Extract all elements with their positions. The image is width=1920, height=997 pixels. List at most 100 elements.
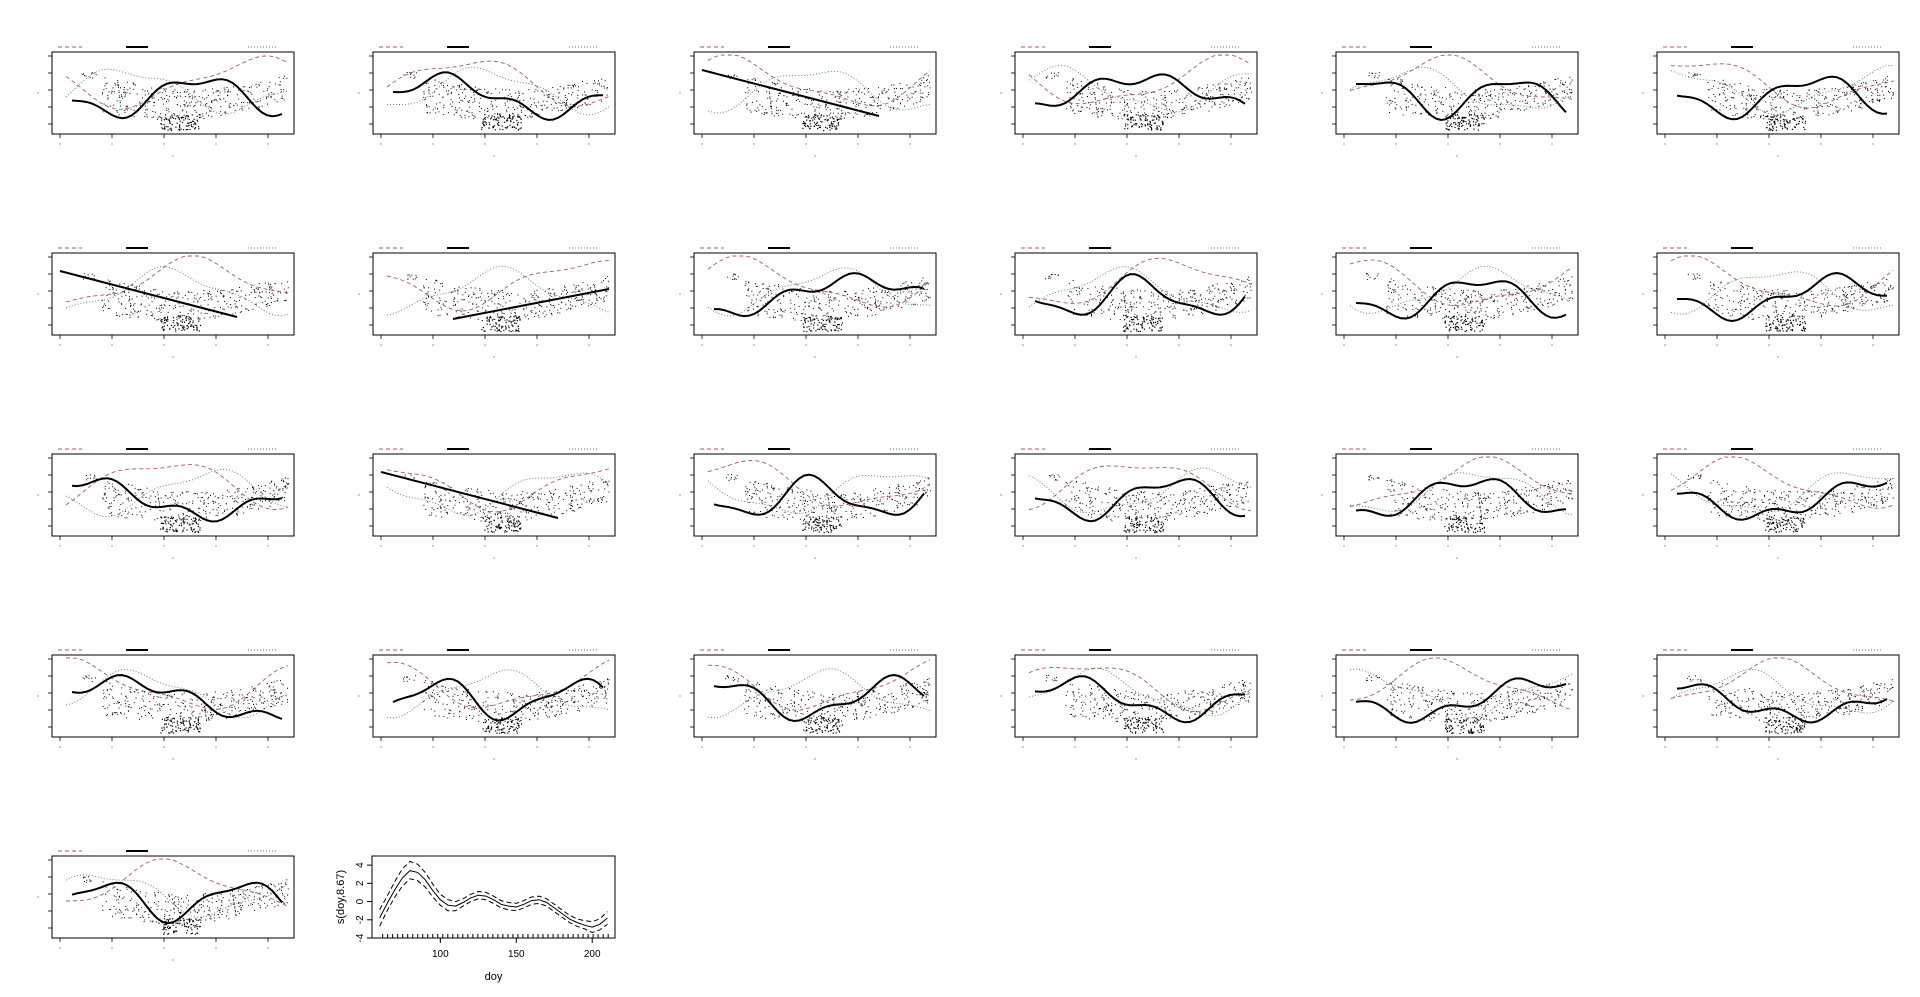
- panel-x-tick-label: [1872, 545, 1874, 547]
- panel-x-tick-label: [59, 545, 61, 547]
- panel-x-tick-label: [1074, 746, 1076, 748]
- panel-x-tick-label: [536, 143, 538, 145]
- panel-x-tick-label: [1343, 746, 1345, 748]
- panel-x-label: [814, 557, 816, 559]
- smooth-panel: [679, 247, 937, 358]
- panel-points: [1687, 675, 1894, 735]
- panel-frame: [372, 453, 616, 537]
- panel-frame: [1014, 51, 1258, 135]
- panel-smooth-curve: [1034, 273, 1246, 316]
- panel-band-dashed: [1670, 456, 1894, 509]
- panel-band-dotted: [386, 669, 610, 719]
- panel-x-tick-label: [588, 344, 590, 346]
- panel-x-label: [172, 356, 174, 358]
- panel-band-dashed: [65, 255, 289, 303]
- panel-x-tick-label: [1178, 545, 1180, 547]
- panel-x-tick-label: [1820, 143, 1822, 145]
- panel-x-tick-label: [432, 545, 434, 547]
- panel-points: [725, 675, 931, 734]
- panel-smooth-curve: [71, 674, 283, 720]
- doy-confidence-line: [379, 860, 608, 923]
- panel-smooth-curve: [713, 473, 925, 516]
- smooth-panel: [1000, 247, 1258, 358]
- panel-x-tick-label: [215, 947, 217, 949]
- panel-smooth-curve: [1355, 478, 1567, 517]
- panel-x-tick-label: [1664, 545, 1666, 547]
- panel-smooth-curve: [392, 71, 603, 121]
- panel-x-label: [1135, 356, 1137, 358]
- panel-x-tick-label: [1074, 143, 1076, 145]
- panel-frame: [51, 51, 295, 135]
- doy-y-tick-label: 0: [355, 898, 366, 904]
- panel-frame: [1014, 654, 1258, 738]
- panel-x-tick-label: [1395, 344, 1397, 346]
- panel-x-tick-label: [1447, 143, 1449, 145]
- panel-smooth-curve: [1355, 280, 1567, 320]
- doy-x-axis-label: doy: [485, 971, 503, 983]
- panel-band-dotted: [1670, 668, 1894, 714]
- panel-frame: [1014, 252, 1258, 336]
- panel-band-dashed: [65, 55, 289, 110]
- panel-frame: [1335, 654, 1579, 738]
- panel-smooth-curve: [71, 78, 283, 120]
- panel-y-label: [1000, 293, 1002, 295]
- panel-points: [1366, 273, 1573, 332]
- doy-confidence-line: [379, 878, 608, 934]
- panel-band-dotted: [65, 468, 289, 518]
- smooth-panel: [1642, 247, 1900, 358]
- panel-x-tick-label: [1551, 143, 1553, 145]
- panel-x-label: [1777, 758, 1779, 760]
- doy-y-tick-label: 4: [355, 862, 366, 868]
- panel-x-label: [814, 356, 816, 358]
- panel-x-tick-label: [805, 746, 807, 748]
- panel-band-dotted: [1028, 667, 1252, 717]
- panel-x-tick-label: [1022, 545, 1024, 547]
- panel-x-label: [1135, 155, 1137, 157]
- panel-band-dotted: [1028, 266, 1252, 313]
- panel-x-tick-label: [1716, 143, 1718, 145]
- panel-points: [403, 72, 608, 131]
- panel-x-tick-label: [1230, 143, 1232, 145]
- panel-x-tick-label: [588, 545, 590, 547]
- panel-y-label: [1642, 92, 1644, 94]
- panel-band-dashed: [707, 659, 931, 711]
- panel-x-tick-label: [1126, 143, 1128, 145]
- panel-y-label: [1642, 695, 1644, 697]
- panel-x-tick-label: [857, 344, 859, 346]
- panel-x-label: [814, 758, 816, 760]
- panel-x-label: [1456, 356, 1458, 358]
- panel-frame: [693, 51, 937, 135]
- panel-x-tick-label: [701, 143, 703, 145]
- panel-x-tick-label: [163, 947, 165, 949]
- panel-x-tick-label: [753, 545, 755, 547]
- doy-x-tick-label: 100: [432, 949, 449, 960]
- panel-x-tick-label: [1664, 344, 1666, 346]
- panel-x-tick-label: [857, 143, 859, 145]
- panel-smooth-curve: [1034, 675, 1246, 724]
- panel-x-label: [1135, 557, 1137, 559]
- panel-x-tick-label: [753, 143, 755, 145]
- panel-x-tick-label: [1716, 344, 1718, 346]
- panel-x-tick-label: [1343, 344, 1345, 346]
- panel-smooth-curve: [1355, 677, 1567, 724]
- panel-x-label: [1456, 557, 1458, 559]
- panel-x-tick-label: [1664, 746, 1666, 748]
- panel-smooth-curve: [1356, 81, 1567, 122]
- panel-frame: [1656, 252, 1900, 336]
- panel-smooth-curve: [1034, 73, 1246, 107]
- panel-y-label: [358, 695, 360, 697]
- panel-x-tick-label: [536, 746, 538, 748]
- panel-x-tick-label: [1447, 344, 1449, 346]
- panel-y-label: [1321, 695, 1323, 697]
- panel-x-tick-label: [111, 143, 113, 145]
- panel-frame: [1335, 51, 1579, 135]
- panel-frame: [372, 252, 616, 336]
- panel-x-tick-label: [215, 344, 217, 346]
- panel-points: [724, 74, 931, 132]
- panel-band-dashed: [1670, 63, 1894, 109]
- panel-x-tick-label: [805, 344, 807, 346]
- panel-x-label: [1456, 758, 1458, 760]
- panel-x-tick-label: [857, 746, 859, 748]
- panel-x-tick-label: [805, 143, 807, 145]
- smooth-panel: [358, 46, 616, 157]
